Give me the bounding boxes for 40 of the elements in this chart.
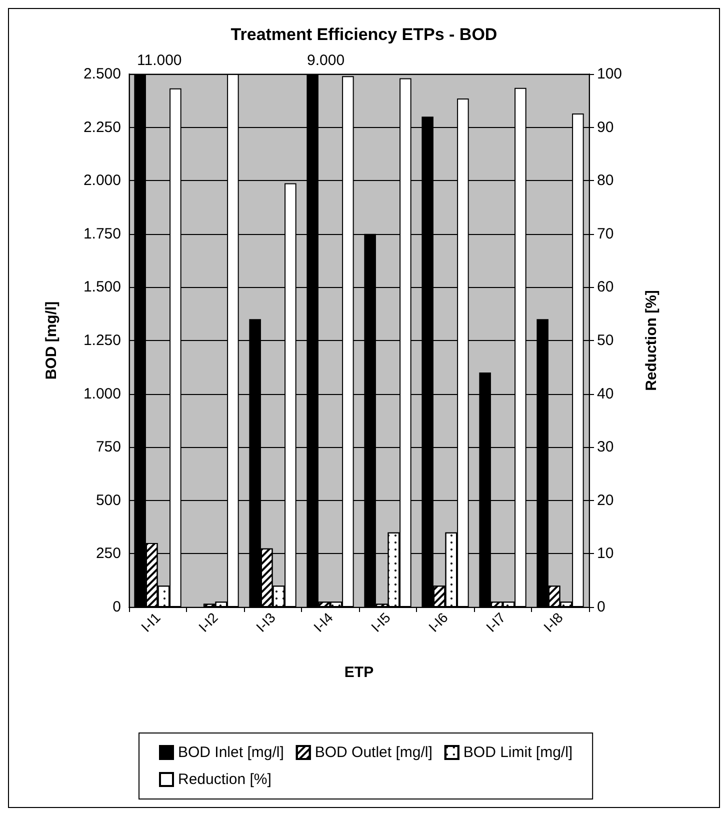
y-tick-label: 1.500 (83, 278, 121, 296)
y2-tick-label: 40 (597, 385, 614, 402)
y2-tick-label: 20 (597, 492, 614, 509)
y2-tick-label: 50 (597, 332, 614, 349)
x-tick-label: I-I1 (138, 609, 164, 635)
x-tick-label: I-I3 (252, 609, 279, 635)
x-tick-label: I-I7 (482, 609, 509, 635)
y2-tick-label: 30 (597, 438, 614, 456)
y2-tick-label: 90 (597, 118, 614, 136)
y2-tick-label: 0 (597, 598, 606, 616)
legend-label: BOD Limit [mg/l] (463, 744, 573, 761)
y-tick-label: 2.500 (83, 66, 121, 82)
y-tick-label: 0 (112, 598, 121, 616)
text: 9.000 (307, 52, 345, 69)
y-axis-title: BOD [mg/l] (43, 301, 60, 380)
x-tick-label: I-I4 (310, 609, 336, 635)
y-tick-label: 500 (96, 492, 121, 509)
text: 11.000 (137, 52, 182, 69)
y-tick-label: 750 (96, 438, 121, 456)
y-tick-label: 250 (96, 545, 121, 562)
y-tick-label: 1.000 (83, 385, 121, 402)
y2-tick-label: 60 (597, 278, 614, 296)
x-axis-title: ETP (344, 664, 374, 681)
x-tick-label: I-I6 (425, 609, 452, 635)
y2-tick-label: 10 (597, 545, 614, 562)
legend-label: Reduction [%] (178, 771, 272, 788)
y-tick-label: 2.250 (83, 118, 121, 136)
x-tick-label: I-I8 (540, 609, 566, 635)
legend-label: BOD Inlet [mg/l] (178, 744, 284, 761)
y2-tick-label: 70 (597, 225, 614, 242)
y2-tick-label: 80 (597, 172, 614, 190)
x-tick-label: I-I2 (195, 609, 222, 635)
y-tick-label: 1.250 (83, 332, 121, 349)
chart-title: Treatment Efficiency ETPs - BOD (230, 25, 498, 44)
y2-tick-label: 100 (597, 66, 622, 82)
x-tick-label: I-I5 (368, 609, 394, 635)
y-tick-label: 1.750 (83, 225, 121, 242)
y2-axis-title: Reduction [%] (643, 290, 660, 391)
legend-label: BOD Outlet [mg/l] (314, 744, 432, 761)
y-tick-label: 2.000 (83, 172, 121, 190)
